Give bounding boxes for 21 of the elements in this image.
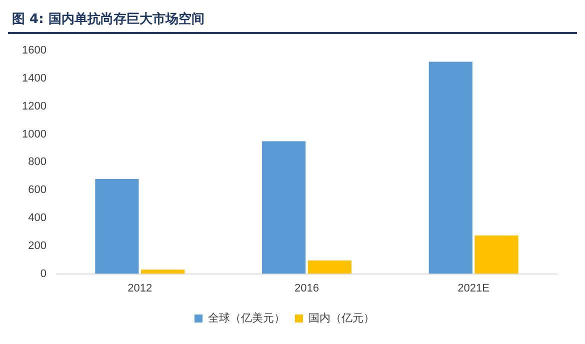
bar [474, 235, 518, 274]
y-tick-label: 1400 [22, 72, 46, 85]
legend-label: 全球（亿美元） [208, 311, 285, 324]
y-tick-label: 1600 [22, 44, 46, 57]
y-tick-label: 800 [28, 156, 46, 168]
bar [262, 141, 306, 274]
bar [141, 270, 185, 274]
x-tick-label: 2012 [128, 282, 152, 294]
bar [308, 260, 352, 274]
x-tick-label: 2021E [458, 282, 490, 294]
y-tick-label: 1000 [22, 128, 46, 140]
y-tick-label: 400 [28, 212, 46, 224]
x-tick-label: 2016 [294, 282, 319, 294]
bar [428, 62, 472, 274]
y-tick-label: 0 [40, 268, 46, 280]
bar [95, 178, 139, 274]
legend-label: 国内（亿元） [308, 311, 374, 324]
y-tick-label: 600 [28, 184, 46, 196]
chart-title: 图 4: 国内单抗尚存巨大市场空间 [8, 8, 577, 34]
y-tick-label: 200 [28, 240, 46, 252]
y-tick-label: 1200 [22, 100, 46, 112]
